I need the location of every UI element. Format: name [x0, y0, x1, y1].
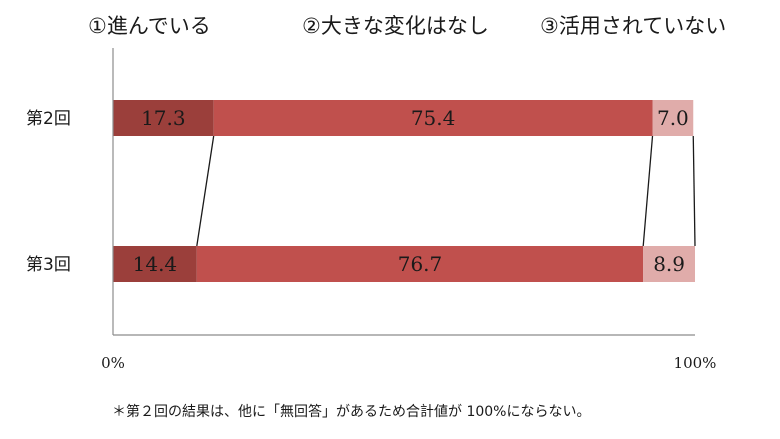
legend-entry-1: ①進んでいる: [88, 14, 211, 38]
data-label-1-1: 17.3: [141, 106, 186, 130]
axes: [112, 48, 695, 336]
tick-labels: 0% 100%: [101, 354, 716, 372]
data-label-1-3: 7.0: [657, 106, 689, 130]
bar-segment-1-2: [213, 100, 653, 136]
series-line-2: [642, 135, 654, 247]
bar-segment-1-1: [113, 100, 214, 136]
footnote: ＊第２回の結果は、他に「無回答」があるため合計値が 100%にならない。: [112, 403, 590, 420]
series-line-1: [196, 135, 215, 247]
data-label-2-3: 8.9: [653, 252, 685, 276]
bars: 17.3 75.4 7.0 14.4 76.7 8.9: [113, 100, 695, 282]
series-line-3: [692, 135, 696, 247]
legend-entry-3: ③活用されていない: [540, 14, 726, 38]
legend: ①進んでいる ②大きな変化はなし ③活用されていない: [88, 14, 726, 38]
x-tick-label-2: 100%: [674, 354, 717, 372]
bar-segment-2-3: [643, 246, 695, 282]
bar-segment-1-3: [652, 100, 694, 136]
data-label-1-2: 75.4: [411, 106, 456, 130]
x-tick-label-1: 0%: [101, 354, 125, 372]
data-label-2-1: 14.4: [133, 252, 178, 276]
category-label-2: 第3回: [26, 255, 71, 275]
legend-entry-2: ②大きな変化はなし: [302, 14, 489, 38]
category-label-1: 第2回: [26, 109, 71, 129]
series-lines: [196, 135, 696, 247]
data-label-2-2: 76.7: [398, 252, 443, 276]
bar-segment-2-2: [196, 246, 644, 282]
bar-segment-2-1: [113, 246, 197, 282]
